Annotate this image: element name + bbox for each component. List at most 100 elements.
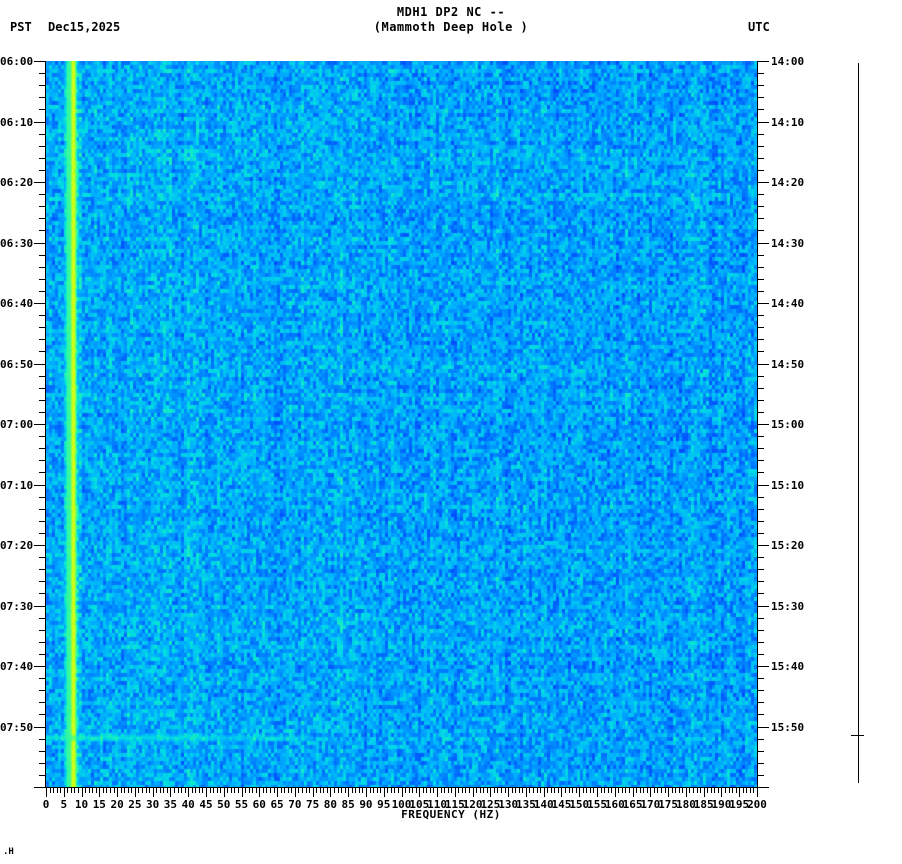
freq-tick-minor xyxy=(320,788,321,793)
left-tick-minor xyxy=(39,509,45,510)
right-tick-major xyxy=(758,787,769,788)
right-tick-major xyxy=(758,122,769,123)
freq-tick-minor xyxy=(231,788,232,793)
freq-tick-minor xyxy=(138,788,139,793)
left-tick-minor xyxy=(39,436,45,437)
freq-tick-minor xyxy=(128,788,129,793)
freq-tick-label: 115 xyxy=(444,798,465,811)
freq-tick-label: 140 xyxy=(533,798,554,811)
right-tick-minor xyxy=(758,497,764,498)
freq-tick-minor xyxy=(654,788,655,793)
freq-tick-minor xyxy=(306,788,307,793)
right-tick-minor xyxy=(758,315,764,316)
left-tick-minor xyxy=(39,533,45,534)
left-tick-minor xyxy=(39,557,45,558)
freq-tick-label: 55 xyxy=(234,798,249,811)
freq-tick-minor xyxy=(398,788,399,793)
right-tick-minor xyxy=(758,654,764,655)
freq-tick-minor xyxy=(643,788,644,793)
freq-tick-minor xyxy=(430,788,431,793)
left-tick-minor xyxy=(39,569,45,570)
freq-tick-minor xyxy=(96,788,97,793)
freq-tick-label: 105 xyxy=(409,798,430,811)
left-tick-minor xyxy=(39,134,45,135)
freq-tick-major xyxy=(473,788,474,797)
right-tick-minor xyxy=(758,388,764,389)
freq-tick-minor xyxy=(675,788,676,793)
station-subtitle: (Mammoth Deep Hole ) xyxy=(373,20,529,34)
freq-tick-label: 35 xyxy=(163,798,178,811)
left-time-label: 06:20 xyxy=(0,176,34,189)
freq-tick-minor xyxy=(441,788,442,793)
freq-tick-major xyxy=(224,788,225,797)
freq-tick-minor xyxy=(590,788,591,793)
freq-tick-minor xyxy=(707,788,708,793)
right-tick-major xyxy=(758,303,769,304)
right-tick-minor xyxy=(758,460,764,461)
freq-tick-minor xyxy=(505,788,506,793)
left-tick-minor xyxy=(39,460,45,461)
freq-tick-minor xyxy=(501,788,502,793)
freq-tick-minor xyxy=(146,788,147,793)
freq-tick-major xyxy=(277,788,278,797)
left-tick-minor xyxy=(39,751,45,752)
freq-tick-minor xyxy=(327,788,328,793)
axis-right xyxy=(757,61,758,788)
right-time-label: 15:50 xyxy=(771,721,805,734)
freq-tick-minor xyxy=(451,788,452,793)
freq-tick-label: 50 xyxy=(217,798,231,811)
freq-tick-label: 195 xyxy=(729,798,750,811)
freq-tick-minor xyxy=(640,788,641,793)
left-tick-minor xyxy=(39,218,45,219)
right-tick-major xyxy=(758,243,769,244)
freq-tick-minor xyxy=(89,788,90,793)
freq-tick-major xyxy=(686,788,687,797)
freq-tick-minor xyxy=(405,788,406,793)
freq-tick-minor xyxy=(693,788,694,793)
left-tick-minor xyxy=(39,400,45,401)
freq-tick-minor xyxy=(163,788,164,793)
freq-tick-label: 65 xyxy=(270,798,284,811)
freq-tick-label: 185 xyxy=(693,798,714,811)
freq-tick-major xyxy=(295,788,296,797)
freq-tick-minor xyxy=(181,788,182,793)
left-tick-major xyxy=(34,122,45,123)
right-tick-major xyxy=(758,61,769,62)
freq-tick-label: 45 xyxy=(199,798,213,811)
right-tick-minor xyxy=(758,291,764,292)
freq-tick-major xyxy=(615,788,616,797)
freq-tick-minor xyxy=(519,788,520,793)
freq-tick-minor xyxy=(469,788,470,793)
freq-tick-minor xyxy=(156,788,157,793)
freq-tick-label: 30 xyxy=(146,798,160,811)
right-time-label: 14:10 xyxy=(771,116,805,129)
freq-tick-minor xyxy=(85,788,86,793)
left-tick-minor xyxy=(39,255,45,256)
left-tick-minor xyxy=(39,775,45,776)
freq-tick-major xyxy=(402,788,403,797)
right-tick-minor xyxy=(758,400,764,401)
right-tick-minor xyxy=(758,775,764,776)
left-tick-minor xyxy=(39,230,45,231)
freq-tick-minor xyxy=(362,788,363,793)
freq-tick-minor xyxy=(220,788,221,793)
freq-tick-minor xyxy=(661,788,662,793)
left-tick-minor xyxy=(39,642,45,643)
left-tick-major xyxy=(34,182,45,183)
freq-tick-minor xyxy=(298,788,299,793)
freq-tick-minor xyxy=(284,788,285,793)
right-tick-minor xyxy=(758,134,764,135)
freq-tick-minor xyxy=(629,788,630,793)
right-tick-minor xyxy=(758,448,764,449)
freq-tick-major xyxy=(330,788,331,797)
right-tick-minor xyxy=(758,557,764,558)
freq-tick-major xyxy=(668,788,669,797)
freq-tick-minor xyxy=(213,788,214,793)
right-tick-minor xyxy=(758,593,764,594)
freq-tick-major xyxy=(117,788,118,797)
spectrogram-image xyxy=(46,61,757,787)
right-time-label: 15:30 xyxy=(771,600,805,613)
freq-tick-minor xyxy=(185,788,186,793)
right-tick-minor xyxy=(758,279,764,280)
freq-tick-major xyxy=(153,788,154,797)
